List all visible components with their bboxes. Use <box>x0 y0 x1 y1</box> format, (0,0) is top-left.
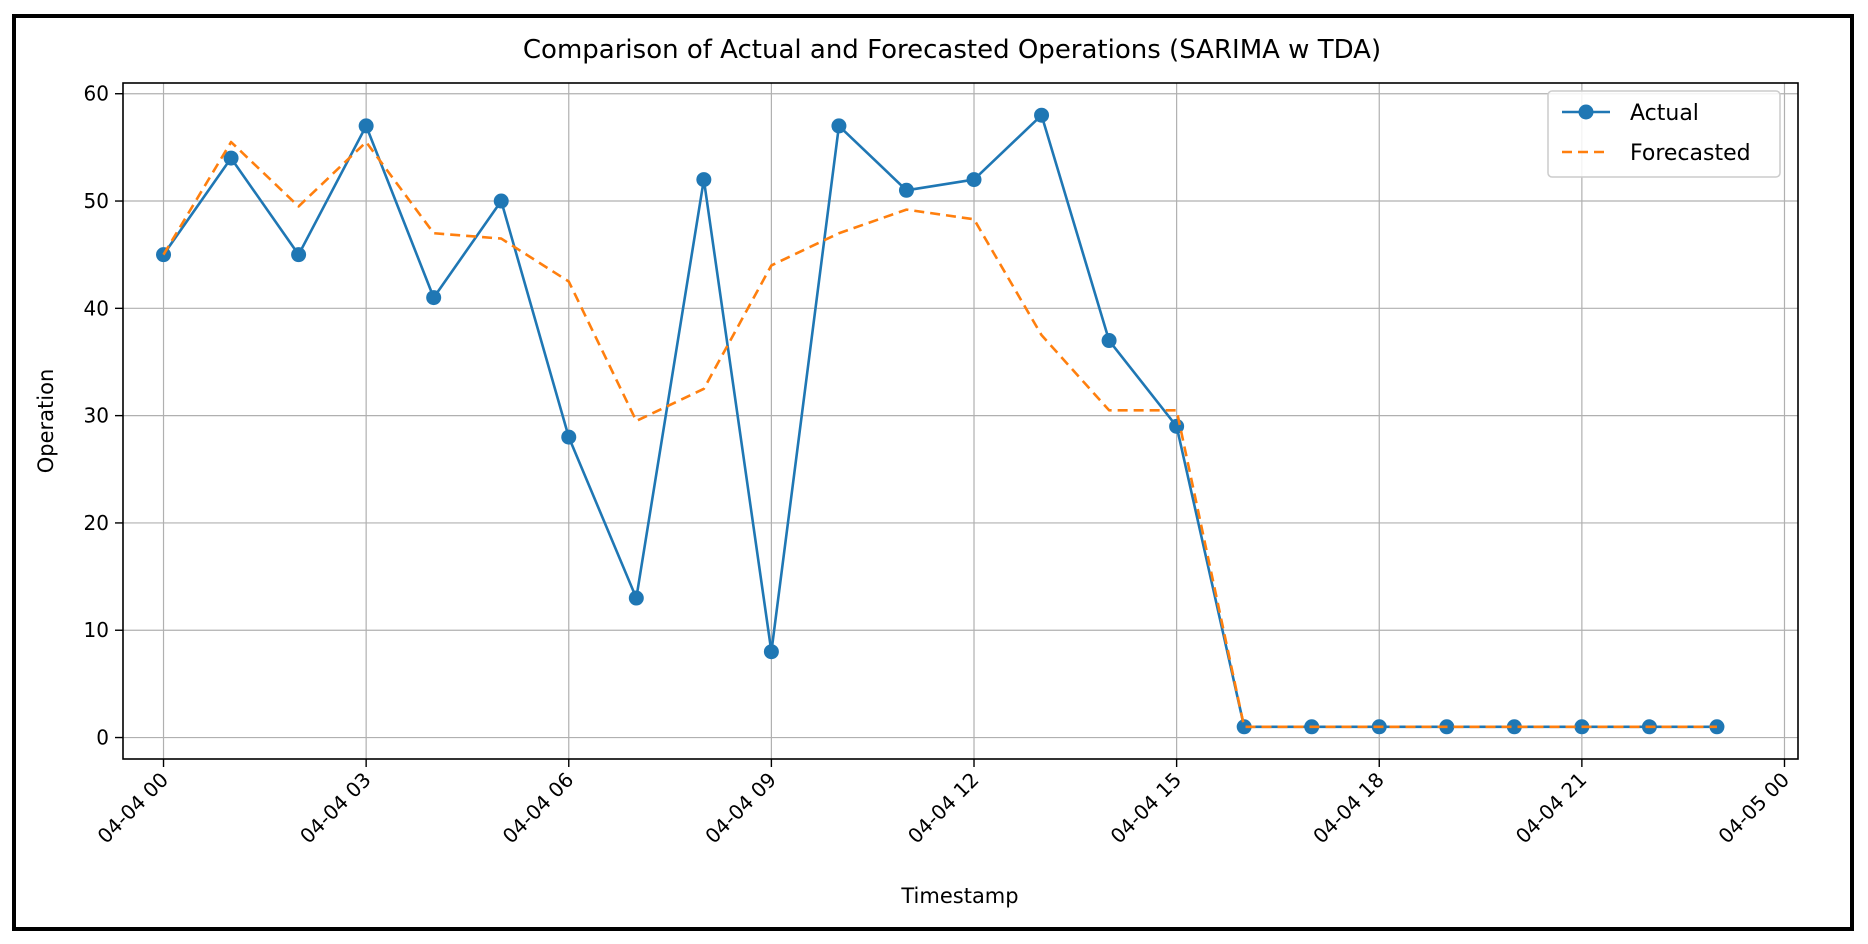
y-tick-label: 20 <box>84 511 109 535</box>
data-point-actual <box>1101 333 1117 349</box>
y-tick-label: 10 <box>84 618 109 642</box>
data-point-actual <box>628 590 644 606</box>
chart-frame <box>12 14 1854 931</box>
data-point-actual <box>156 247 172 263</box>
data-point-actual <box>493 193 509 209</box>
data-point-actual <box>291 247 307 263</box>
data-point-actual <box>763 644 779 660</box>
data-point-actual <box>831 118 847 134</box>
data-point-actual <box>966 172 982 188</box>
data-point-actual <box>426 290 442 306</box>
x-tick-label: 04-05 00 <box>1713 768 1794 849</box>
x-axis: 04-04 00 04-04 03 04-04 06 04-04 09 04-04 12… <box>93 759 1794 849</box>
data-point-actual <box>898 182 914 198</box>
y-tick-label: 0 <box>96 726 109 750</box>
y-tick-label: 30 <box>84 404 109 428</box>
y-tick-label: 40 <box>84 296 109 320</box>
x-tick-label: 04-04 18 <box>1308 768 1389 849</box>
x-tick-label: 04-04 03 <box>295 768 376 849</box>
plot-area <box>122 82 1799 760</box>
x-tick-label: 04-04 06 <box>498 768 579 849</box>
legend-actual-label: Actual <box>1630 101 1699 126</box>
x-axis-label: Timestamp <box>900 884 1018 908</box>
data-point-actual <box>358 118 374 134</box>
legend-actual-marker <box>1578 104 1594 120</box>
data-point-actual <box>1709 719 1725 735</box>
x-tick-label: 04-04 09 <box>700 768 781 849</box>
x-tick-label: 04-04 21 <box>1511 768 1592 849</box>
legend: Actual Forecasted <box>1547 90 1781 178</box>
x-tick-label: 04-04 12 <box>903 768 984 849</box>
series-layer <box>156 107 1725 735</box>
x-tick-label: 04-04 15 <box>1106 768 1187 849</box>
data-point-actual <box>1236 719 1252 735</box>
data-point-actual <box>1506 719 1522 735</box>
y-tick-label: 50 <box>84 189 109 213</box>
y-axis: 0 10 20 30 40 50 60 <box>84 82 123 750</box>
x-tick-label: 04-04 00 <box>93 768 174 849</box>
data-point-actual <box>696 172 712 188</box>
data-point-actual <box>561 429 577 445</box>
y-tick-label: 60 <box>84 82 109 106</box>
series-line-actual <box>162 113 1717 729</box>
grid <box>123 83 1798 759</box>
y-axis-label: Operation <box>34 369 58 474</box>
chart-title: Comparison of Actual and Forecasted Oper… <box>523 35 1381 65</box>
series-line-forecasted <box>162 140 1717 729</box>
data-point-actual <box>1034 107 1050 123</box>
data-point-actual <box>223 150 239 166</box>
legend-forecast-label: Forecasted <box>1630 141 1751 166</box>
